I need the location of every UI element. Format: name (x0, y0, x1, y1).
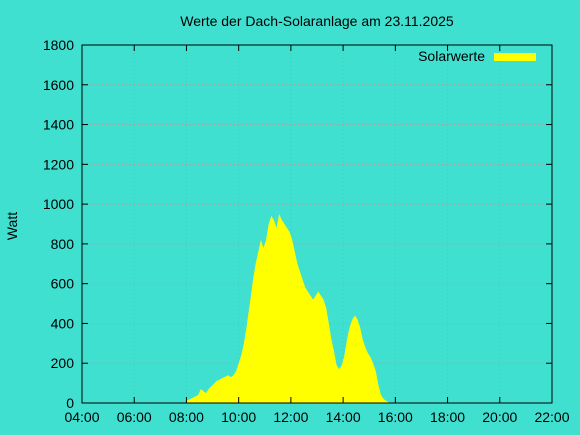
x-tick-label: 04:00 (64, 409, 99, 425)
y-tick-label: 400 (51, 315, 75, 331)
y-tick-label: 1600 (43, 77, 74, 93)
legend-label-solarwerte: Solarwerte (418, 48, 485, 64)
y-tick-label: 1200 (43, 156, 74, 172)
x-tick-label: 18:00 (430, 409, 465, 425)
chart-title: Werte der Dach-Solaranlage am 23.11.2025 (180, 13, 454, 29)
plot-frame (81, 44, 553, 404)
x-tick-label: 08:00 (169, 409, 204, 425)
legend-swatch-solarwerte (494, 53, 536, 61)
x-axis-ticks: 04:00 06:00 08:00 10:00 12:00 14:00 16:00 18:00… (64, 45, 570, 425)
series-area-solarwerte (186, 214, 391, 403)
y-tick-label: 600 (51, 276, 75, 292)
y-tick-label: 1400 (43, 117, 74, 133)
legend: Solarwerte (418, 48, 536, 64)
y-tick-label: 1800 (43, 37, 74, 53)
y-axis-label: Watt (4, 212, 20, 240)
x-tick-label: 06:00 (117, 409, 152, 425)
x-tick-label: 10:00 (221, 409, 256, 425)
x-tick-label: 16:00 (378, 409, 413, 425)
y-tick-label: 800 (51, 236, 75, 252)
x-tick-label: 12:00 (273, 409, 308, 425)
x-tick-label: 20:00 (482, 409, 517, 425)
y-tick-label: 0 (66, 395, 74, 411)
y-tick-label: 1000 (43, 196, 74, 212)
x-tick-label: 14:00 (326, 409, 361, 425)
x-tick-label: 22:00 (534, 409, 569, 425)
y-axis-ticks: 0 200 400 600 800 1000 1200 1400 1600 1800 (43, 37, 552, 411)
y-tick-label: 200 (51, 355, 75, 371)
